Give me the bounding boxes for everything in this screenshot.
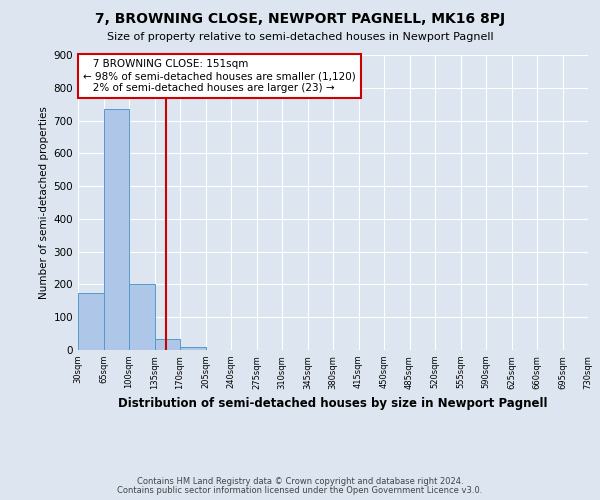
Bar — [78, 292, 104, 350]
X-axis label: Distribution of semi-detached houses by size in Newport Pagnell: Distribution of semi-detached houses by … — [118, 397, 548, 410]
Text: Contains HM Land Registry data © Crown copyright and database right 2024.: Contains HM Land Registry data © Crown c… — [137, 477, 463, 486]
Bar — [129, 284, 155, 350]
Y-axis label: Number of semi-detached properties: Number of semi-detached properties — [40, 106, 49, 299]
Text: 7, BROWNING CLOSE, NEWPORT PAGNELL, MK16 8PJ: 7, BROWNING CLOSE, NEWPORT PAGNELL, MK16… — [95, 12, 505, 26]
Text: 7 BROWNING CLOSE: 151sqm
← 98% of semi-detached houses are smaller (1,120)
   2%: 7 BROWNING CLOSE: 151sqm ← 98% of semi-d… — [83, 60, 356, 92]
Text: Size of property relative to semi-detached houses in Newport Pagnell: Size of property relative to semi-detach… — [107, 32, 493, 42]
Bar — [155, 338, 180, 350]
Text: Contains public sector information licensed under the Open Government Licence v3: Contains public sector information licen… — [118, 486, 482, 495]
Bar — [104, 109, 129, 350]
Bar — [180, 346, 205, 350]
